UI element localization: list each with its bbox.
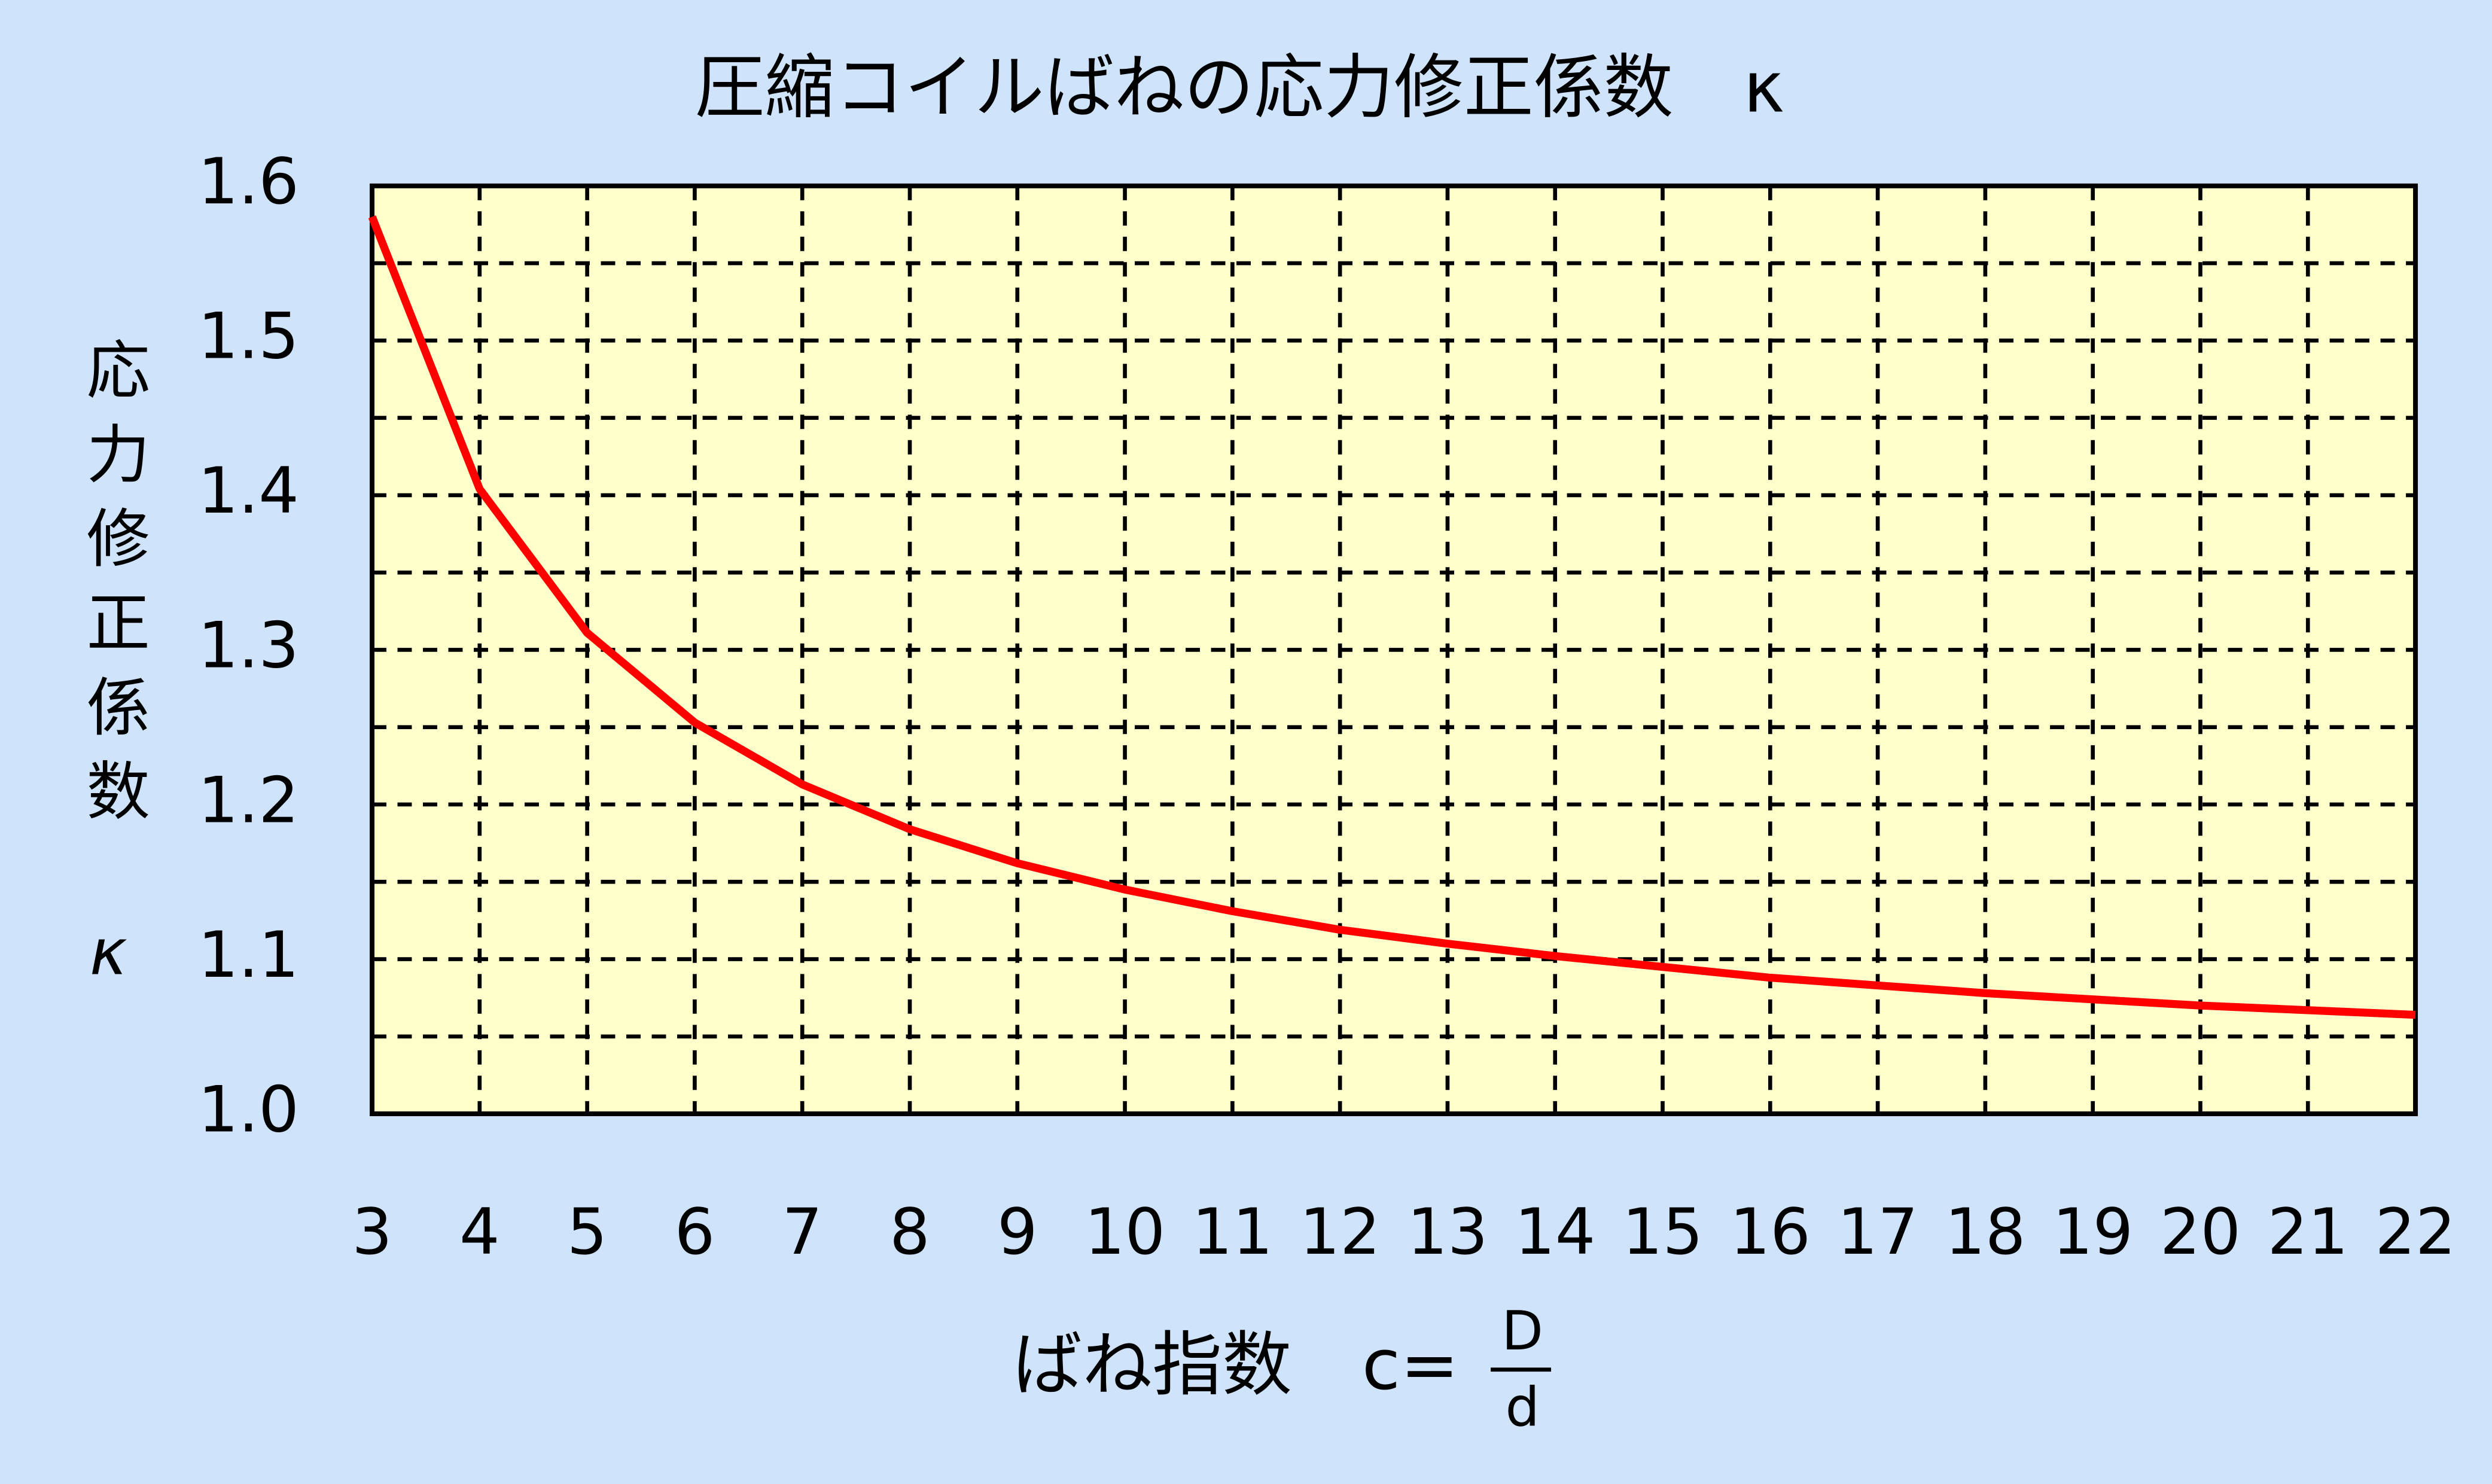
y-tick-label: 1.2 [198,763,299,837]
x-tick-label: 12 [1300,1195,1381,1269]
y-tick-label: 1.0 [198,1072,299,1147]
x-axis-denominator: d [1506,1376,1540,1439]
plot-border [370,183,2418,1117]
x-tick-label: 3 [352,1195,392,1269]
x-tick-label: 21 [2268,1195,2348,1269]
x-axis-label: ばね指数 c= [1012,1324,1458,1406]
x-tick-label: 10 [1084,1195,1165,1269]
chart-title: 圧縮コイルばねの応力修正係数 κ [694,47,1784,128]
x-tick-label: 18 [1945,1195,2025,1269]
x-axis-numerator: D [1501,1300,1543,1363]
y-axis-label: 応力修正係数 [75,337,150,842]
y-tick-label: 1.5 [198,300,299,374]
y-tick-label: 1.6 [198,145,299,219]
x-tick-label: 20 [2160,1195,2241,1269]
marks [368,215,2416,1019]
y-tick-label: 1.4 [198,454,299,528]
x-tick-label: 9 [997,1195,1038,1269]
x-tick-label: 7 [782,1195,822,1269]
y-tick-label: 1.1 [198,918,299,992]
x-tick-label: 19 [2052,1195,2133,1269]
x-tick-label: 17 [1837,1195,1918,1269]
x-tick-label: 5 [567,1195,608,1269]
x-tick-label: 4 [459,1195,500,1269]
x-tick-label: 6 [675,1195,715,1269]
x-tick-label: 11 [1192,1195,1273,1269]
x-tick-label: 16 [1730,1195,1811,1269]
x-tick-label: 13 [1407,1195,1488,1269]
data-line [368,215,2416,1019]
y-tick-label: 1.3 [198,609,299,683]
x-tick-label: 8 [889,1195,930,1269]
x-tick-label: 14 [1515,1195,1595,1269]
y-axis-symbol: κ [90,915,127,989]
x-tick-label: 15 [1622,1195,1703,1269]
x-tick-label: 22 [2375,1195,2456,1269]
